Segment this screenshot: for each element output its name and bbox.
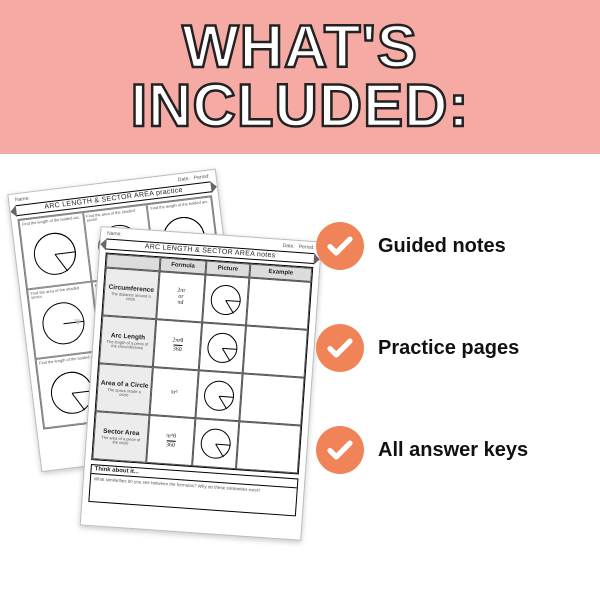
bullet-label: Guided notes <box>378 235 506 258</box>
list-item: Practice pages <box>316 324 576 372</box>
bullet-label: Practice pages <box>378 337 519 360</box>
list-item: All answer keys <box>316 426 576 474</box>
meta-date: Date: <box>178 176 191 183</box>
check-icon <box>316 324 364 372</box>
header-band: WHAT'S INCLUDED: <box>0 0 600 154</box>
main-area: Name: Date: Period: ARC LENGTH & SECTOR … <box>0 154 600 600</box>
bullet-label: All answer keys <box>378 439 528 462</box>
worksheet-previews: Name: Date: Period: ARC LENGTH & SECTOR … <box>20 178 330 578</box>
worksheet-notes: Name: Date: Period: ARC LENGTH & SECTOR … <box>80 226 322 541</box>
notes-table: Formula Picture Example CircumferenceThe… <box>91 253 313 475</box>
title-line1: WHAT'S INCLUDED: <box>131 13 470 139</box>
meta-name2: Name: <box>107 231 122 238</box>
list-item: Guided notes <box>316 222 576 270</box>
meta-period: Period: <box>194 173 210 181</box>
check-icon <box>316 426 364 474</box>
feature-list: Guided notes Practice pages All answer k… <box>316 222 576 474</box>
check-icon <box>316 222 364 270</box>
page-title: WHAT'S INCLUDED: <box>131 18 470 136</box>
meta-name: Name: <box>15 196 30 204</box>
